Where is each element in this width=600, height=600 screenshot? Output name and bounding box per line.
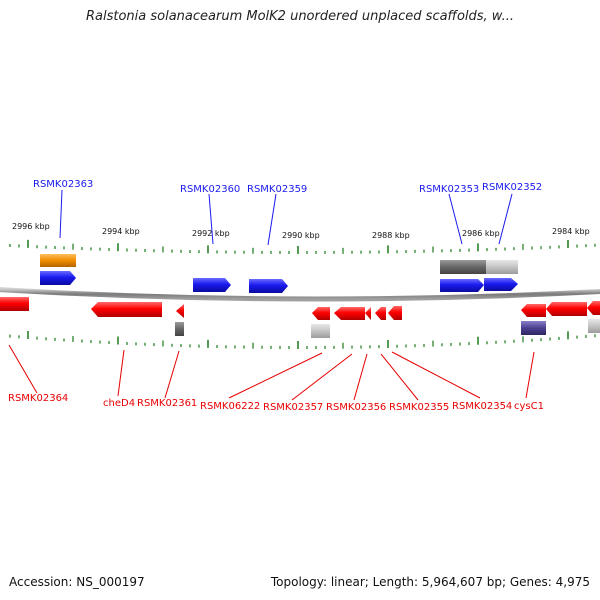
gene-arrow-rsmk02352[interactable]: [484, 278, 518, 291]
gene-arrow-red-right-2[interactable]: [587, 301, 600, 315]
scale-label-2990: 2990 kbp: [282, 231, 320, 240]
gene-label-rsmk02360[interactable]: RSMK02360: [180, 184, 240, 195]
map-title: Ralstonia solanacearum MolK2 unordered u…: [85, 9, 514, 24]
gene-arrow-rsmk06222[interactable]: [312, 307, 330, 320]
scale-ticks-bottom: [9, 330, 596, 349]
gene-arrow-rsmk02356[interactable]: [365, 307, 371, 320]
gene-arrow-rsmk02360[interactable]: [193, 278, 231, 292]
scale-label-2996: 2996 kbp: [12, 222, 50, 231]
scale-label-2992: 2992 kbp: [192, 229, 230, 238]
accession-text: Accession: NS_000197: [9, 575, 145, 589]
genome-backbone: [0, 287, 600, 302]
gene-feature-small-gray[interactable]: [175, 322, 184, 336]
gene-label-rsmk06222[interactable]: RSMK06222: [200, 401, 260, 412]
gene-feature-orange[interactable]: [40, 254, 76, 267]
gene-label-ched4[interactable]: cheD4: [103, 398, 135, 409]
gene-feature-lightgray-2[interactable]: [311, 324, 330, 338]
gene-label-rsmk02353[interactable]: RSMK02353: [419, 184, 479, 195]
topology-summary: Topology: linear; Length: 5,964,607 bp; …: [270, 575, 590, 589]
gene-label-rsmk02355[interactable]: RSMK02355: [389, 402, 449, 413]
scale-label-2994: 2994 kbp: [102, 227, 140, 236]
gene-label-rsmk02352[interactable]: RSMK02352: [482, 182, 542, 193]
gene-arrow-ched4[interactable]: [91, 302, 162, 317]
gene-arrow-red-right-1[interactable]: [546, 302, 587, 316]
gene-label-rsmk02364[interactable]: RSMK02364: [8, 393, 68, 404]
top-leader-lines: [59, 189, 513, 246]
gene-feature-purple[interactable]: [521, 321, 546, 335]
scale-label-2984: 2984 kbp: [552, 227, 590, 236]
gene-label-rsmk02361[interactable]: RSMK02361: [137, 398, 197, 409]
gene-arrow-rsmk02359[interactable]: [249, 279, 288, 293]
gene-feature-lightgray[interactable]: [486, 260, 518, 274]
scale-label-2988: 2988 kbp: [372, 231, 410, 240]
gene-label-rsmk02363[interactable]: RSMK02363: [33, 179, 93, 190]
scale-label-2986: 2986 kbp: [462, 229, 500, 238]
gene-label-rsmk02359[interactable]: RSMK02359: [247, 184, 307, 195]
gene-arrow-cysc1[interactable]: [521, 304, 546, 317]
gene-arrow-rsmk02355[interactable]: [375, 307, 386, 320]
scale-ticks-top: [9, 239, 596, 254]
gene-label-rsmk02356[interactable]: RSMK02356: [326, 402, 386, 413]
gene-arrow-rsmk02364[interactable]: [0, 297, 29, 311]
gene-arrow-rsmk02353[interactable]: [440, 279, 484, 292]
gene-arrow-rsmk02357[interactable]: [334, 307, 365, 320]
gene-label-rsmk02354[interactable]: RSMK02354: [452, 401, 512, 412]
gene-feature-gray[interactable]: [440, 260, 486, 274]
gene-arrow-rsmk02354[interactable]: [388, 306, 402, 320]
gene-label-cysc1[interactable]: cysC1: [514, 401, 544, 412]
bottom-leader-lines: [8, 344, 535, 401]
gene-feature-lightgray-3[interactable]: [588, 319, 600, 333]
gene-label-rsmk02357[interactable]: RSMK02357: [263, 402, 323, 413]
gene-arrow-rsmk02363[interactable]: [40, 271, 76, 285]
gene-arrow-rsmk02361[interactable]: [176, 304, 184, 318]
